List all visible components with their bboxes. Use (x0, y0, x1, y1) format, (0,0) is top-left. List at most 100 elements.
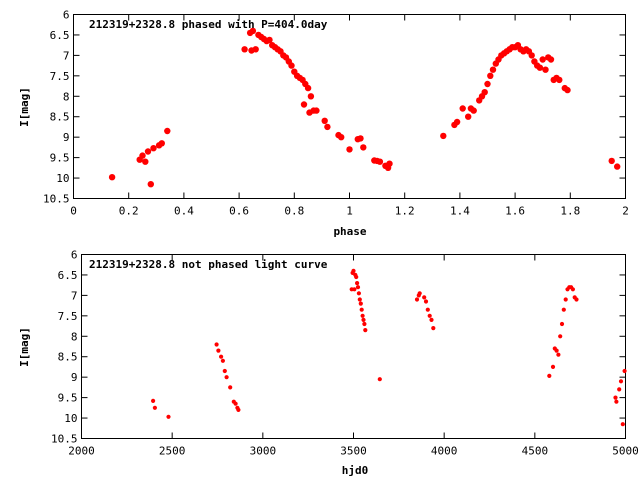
unphased-data-point (362, 321, 367, 327)
unphased-data-point (613, 395, 618, 400)
phased-data-point (346, 146, 353, 153)
phased-data-point (164, 127, 171, 135)
phased-axis-ticks: 0 0.2 0.4 0.6 0.8 1 1.2 1.4 1.6 1.8 2 6 6.5 7 7.5 8 8.5 9… (43, 9, 629, 218)
unphased-y-tick-label: 8.5 (58, 351, 78, 364)
phased-data-point (376, 158, 384, 165)
phased-y-tick-label: 6.5 (50, 29, 70, 42)
phased-y-tick-label: 9.5 (50, 152, 70, 165)
unphased-y-tick-label: 6.5 (58, 269, 78, 282)
phased-data-point (484, 80, 491, 88)
unphased-data-point (554, 348, 559, 353)
phased-plot-frame (73, 14, 626, 199)
phased-chart-title: 212319+2328.8 phased with P=404.0day (89, 18, 328, 31)
unphased-data-point (228, 385, 233, 390)
phased-data-point (440, 132, 447, 140)
phased-x-tick-label: 0.4 (174, 205, 194, 218)
phased-x-tick-label: 0.6 (229, 205, 249, 218)
unphased-data-point (355, 281, 360, 286)
unphased-data-point (166, 414, 171, 419)
unphased-y-tick-label: 8 (71, 330, 78, 343)
unphased-x-tick-label: 4500 (522, 445, 549, 458)
unphased-data-point (423, 299, 429, 304)
unphased-data-point (355, 285, 361, 290)
phased-data-point (147, 181, 154, 188)
phased-data-point (489, 66, 497, 73)
unphased-data-point (620, 422, 625, 427)
unphased-data-points (151, 268, 627, 427)
unphased-y-tick-label: 9.5 (58, 392, 78, 405)
unphased-data-point (351, 268, 356, 273)
phased-data-point (481, 89, 488, 96)
unphased-panel: 2000 2500 3000 3500 4000 4500 5000 6 6.5 7 7.5 8 8.5… (18, 249, 639, 478)
unphased-data-point (152, 405, 157, 410)
unphased-data-point (151, 398, 156, 403)
unphased-y-tick-label: 10.5 (51, 433, 78, 446)
unphased-data-point (220, 358, 225, 363)
phased-data-point (249, 27, 257, 35)
unphased-data-point (358, 301, 363, 306)
phased-data-point (338, 134, 345, 141)
unphased-data-point (219, 354, 224, 359)
unphased-data-point (570, 287, 576, 292)
unphased-data-point (222, 368, 227, 374)
unphased-x-tick-label: 4000 (431, 445, 458, 458)
phased-data-point (386, 160, 393, 167)
unphased-plot-frame (81, 254, 626, 439)
unphased-data-point (618, 379, 624, 384)
unphased-data-point (559, 321, 565, 327)
phased-data-point (608, 157, 615, 165)
phased-y-tick-label: 8 (63, 90, 70, 103)
phased-y-tick-label: 7 (63, 49, 70, 62)
unphased-data-point (360, 313, 365, 318)
phased-x-axis-label: phase (333, 225, 366, 238)
phased-x-tick-label: 1 (346, 205, 353, 218)
phased-y-tick-label: 6 (63, 9, 70, 22)
unphased-data-point (361, 317, 366, 322)
unphased-data-point (214, 342, 219, 347)
phased-data-point (241, 46, 248, 53)
phased-data-point (304, 84, 312, 92)
phased-data-point (158, 140, 165, 147)
phased-data-point (288, 62, 295, 69)
unphased-data-point (357, 297, 362, 302)
phased-data-point (453, 118, 461, 126)
phased-data-point (300, 101, 308, 108)
phased-data-points (108, 27, 621, 188)
unphased-data-point (354, 274, 359, 280)
unphased-data-point (614, 399, 619, 404)
phased-data-point (324, 123, 331, 131)
unphased-data-point (617, 387, 622, 392)
unphased-x-tick-label: 3500 (340, 445, 367, 458)
unphased-y-tick-label: 10 (64, 412, 77, 425)
phased-data-point (139, 152, 146, 159)
unphased-data-point (547, 373, 552, 378)
phased-x-tick-label: 1.8 (560, 205, 580, 218)
unphased-data-point (558, 334, 563, 339)
unphased-y-tick-label: 7.5 (58, 310, 78, 323)
phased-data-point (459, 105, 466, 112)
phased-data-point (144, 148, 152, 155)
phased-y-tick-label: 9 (63, 131, 70, 144)
phased-data-point (614, 163, 621, 170)
unphased-chart-title: 212319+2328.8 not phased light curve (89, 258, 328, 271)
unphased-data-point (550, 364, 556, 369)
phased-data-point (528, 52, 535, 59)
unphased-data-point (556, 352, 561, 357)
unphased-x-axis-label: hjd0 (342, 464, 369, 477)
unphased-data-point (622, 368, 627, 374)
phased-data-point (564, 86, 571, 94)
phased-x-tick-label: 1.6 (505, 205, 525, 218)
unphased-data-point (359, 307, 364, 312)
unphased-x-tick-label: 2000 (68, 445, 95, 458)
unphased-y-axis-label: I[mag] (18, 327, 31, 367)
phased-data-point (539, 56, 546, 63)
phased-x-tick-label: 2 (622, 205, 629, 218)
phased-y-tick-label: 10 (56, 172, 69, 185)
unphased-data-point (233, 401, 238, 406)
phased-data-point (556, 76, 563, 84)
unphased-data-point (561, 307, 566, 312)
unphased-data-point (422, 295, 427, 300)
unphased-y-tick-label: 7 (71, 289, 78, 302)
unphased-data-point (216, 348, 221, 353)
